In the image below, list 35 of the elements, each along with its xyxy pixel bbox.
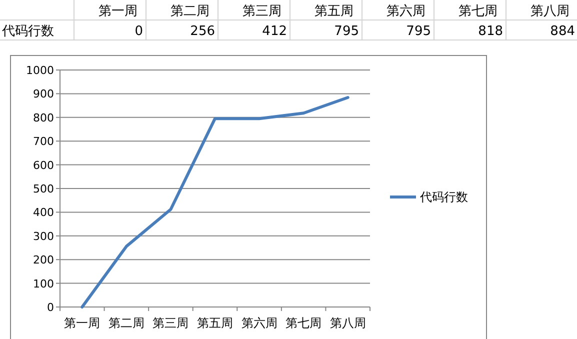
y-tick-label: 0 (47, 301, 54, 314)
y-tick-label: 600 (33, 158, 54, 172)
y-tick-label: 800 (33, 111, 54, 124)
x-tick-label: 第三周 (152, 316, 189, 330)
category-label: 第五周 (314, 4, 354, 19)
y-tick-label: 1000 (26, 64, 54, 77)
data-label: 412 (262, 24, 287, 39)
data-label: 818 (478, 24, 503, 39)
x-tick-label: 第八周 (330, 316, 366, 330)
x-tick-label: 第六周 (241, 316, 278, 330)
category-label: 第八周 (530, 4, 570, 19)
data-label: 884 (550, 24, 575, 39)
text: 代码行数 (1, 24, 54, 39)
category-label: 第三周 (242, 4, 282, 19)
data-label: 0 (134, 24, 143, 39)
y-tick-label: 400 (33, 206, 54, 220)
x-tick-label: 第二周 (108, 316, 144, 330)
category-label: 第一周 (98, 4, 138, 19)
y-tick-label: 500 (33, 182, 54, 196)
data-label: 256 (190, 24, 215, 39)
y-tick-label: 100 (33, 277, 54, 290)
line-series (80, 96, 350, 308)
category-label: 第六周 (386, 4, 426, 19)
y-tick-label: 300 (33, 230, 54, 243)
x-tick-label: 第五周 (197, 316, 233, 330)
legend-label: 代码行数 (419, 190, 468, 204)
y-tick-label: 700 (33, 135, 54, 148)
data-label: 795 (406, 24, 431, 39)
data-label: 795 (334, 24, 359, 39)
y-tick-label: 200 (33, 254, 54, 267)
x-tick-label: 第一周 (64, 316, 100, 330)
category-label: 第七周 (458, 4, 498, 19)
x-tick-label: 第七周 (286, 316, 322, 330)
y-tick-label: 900 (33, 88, 54, 101)
category-label: 第二周 (170, 4, 210, 19)
